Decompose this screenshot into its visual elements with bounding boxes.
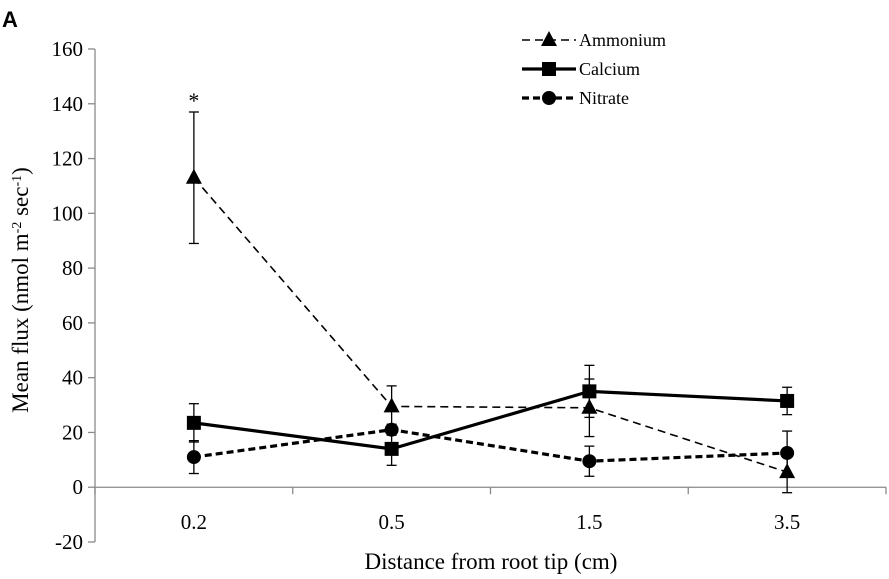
y-axis-title: Mean flux (nmol m-2 sec-1) [8, 167, 33, 413]
legend-item-nitrate: Nitrate [522, 88, 629, 108]
legend: Ammonium Calcium Nitrate [522, 30, 666, 108]
x-tick-label: 0.2 [181, 510, 207, 534]
y-tick-label: 140 [52, 92, 84, 116]
y-tick-label: 120 [52, 147, 84, 171]
legend-label-nitrate: Nitrate [579, 88, 629, 108]
legend-label-ammonium: Ammonium [579, 30, 666, 50]
ammonium-point [383, 397, 400, 413]
nitrate-point [186, 450, 201, 465]
legend-item-calcium: Calcium [522, 59, 640, 79]
legend-label-calcium: Calcium [579, 59, 640, 79]
calcium-point [780, 393, 795, 408]
y-tick-label: 80 [62, 256, 83, 280]
nitrate-point [582, 454, 597, 469]
calcium-point [384, 441, 399, 456]
legend-marker-calcium [542, 62, 556, 76]
y-tick-label: 0 [73, 475, 84, 499]
x-axis: 0.2 0.5 1.5 3.5 [94, 486, 887, 534]
ammonium-line [193, 177, 788, 473]
x-tick-label: 1.5 [576, 510, 602, 534]
series-ammonium [185, 111, 796, 494]
calcium-point [582, 384, 597, 399]
legend-item-ammonium: Ammonium [522, 30, 666, 50]
legend-marker-nitrate [542, 91, 556, 105]
x-tick-label: 3.5 [774, 510, 800, 534]
y-tick-label: 100 [52, 201, 84, 225]
series-calcium [186, 364, 795, 466]
annotation-layer: * [188, 88, 199, 113]
y-tick-label: 20 [62, 420, 83, 444]
y-tick-label: 60 [62, 311, 83, 335]
y-tick-label: -20 [55, 530, 83, 554]
series-layer [185, 111, 796, 494]
calcium-line [193, 389, 788, 451]
nitrate-point [384, 422, 399, 437]
nitrate-point [780, 445, 795, 460]
nitrate-line [193, 428, 788, 463]
ammonium-point [185, 168, 202, 184]
legend-marker-ammonium [541, 31, 557, 46]
x-axis-title: Distance from root tip (cm) [365, 549, 618, 574]
significance-marker: * [188, 88, 199, 113]
y-axis: -20 0 20 40 60 80 100 120 140 160 [52, 37, 96, 554]
y-tick-label: 40 [62, 366, 83, 390]
x-tick-label: 0.5 [379, 510, 405, 534]
series-nitrate [186, 422, 795, 477]
panel-label: A [2, 7, 18, 32]
y-tick-label: 160 [52, 37, 84, 61]
calcium-point [186, 415, 201, 430]
